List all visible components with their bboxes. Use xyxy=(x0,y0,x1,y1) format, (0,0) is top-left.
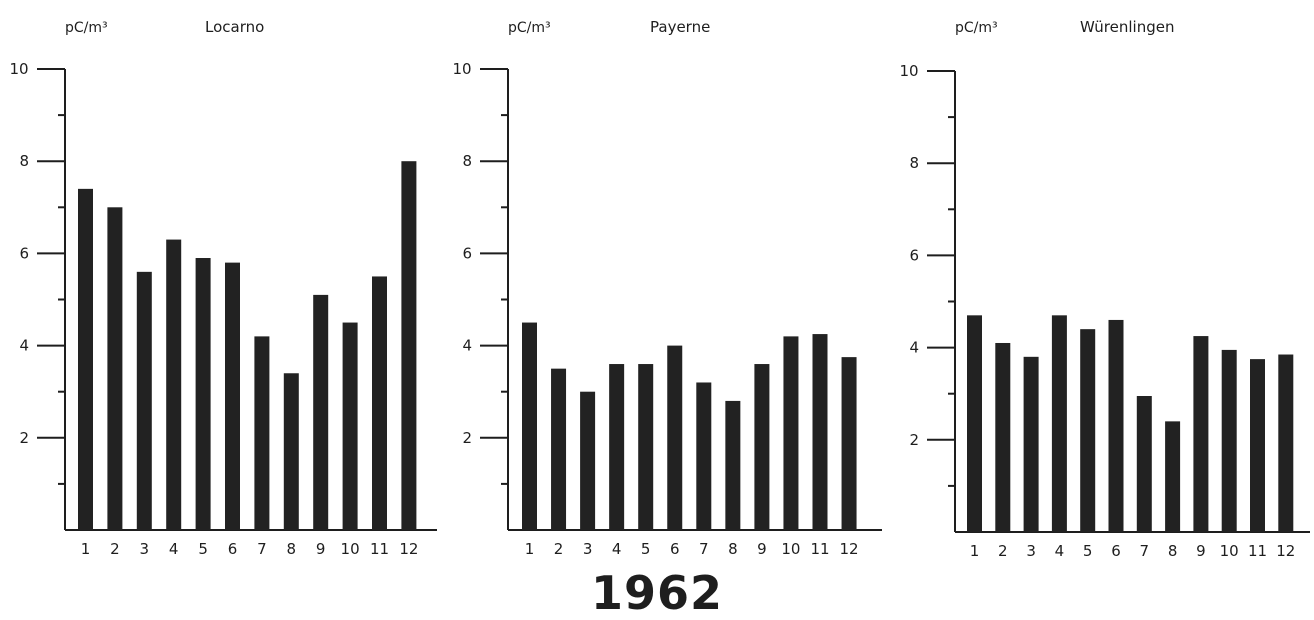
bar-7 xyxy=(254,336,270,530)
x-tick-label: 7 xyxy=(699,540,709,558)
y-tick-label: 4 xyxy=(462,337,472,355)
x-tick-label: 3 xyxy=(1026,542,1036,560)
x-tick-label: 8 xyxy=(728,540,738,558)
y-tick-label: 8 xyxy=(462,152,472,170)
bar-6 xyxy=(667,345,683,530)
x-tick-label: 5 xyxy=(641,540,651,558)
x-tick-label: 12 xyxy=(1276,542,1295,560)
bar-1 xyxy=(522,322,537,530)
bar-12 xyxy=(1278,354,1294,532)
x-tick-label: 2 xyxy=(998,542,1008,560)
unit-label: pC/m³ xyxy=(955,20,998,36)
x-tick-label: 12 xyxy=(840,540,859,558)
bar-3 xyxy=(580,391,596,530)
x-tick-label: 11 xyxy=(810,540,829,558)
x-tick-label: 9 xyxy=(757,540,767,558)
bar-12 xyxy=(401,161,417,530)
y-tick-label: 2 xyxy=(909,431,919,449)
y-tick-label: 6 xyxy=(19,244,29,262)
x-tick-label: 1 xyxy=(81,540,91,558)
x-tick-label: 4 xyxy=(1055,542,1065,560)
x-tick-label: 7 xyxy=(257,540,267,558)
y-tick-label: 4 xyxy=(909,339,919,357)
bar-2 xyxy=(107,207,123,531)
bar-8 xyxy=(725,400,741,530)
bar-5 xyxy=(1080,329,1096,532)
bar-9 xyxy=(313,294,329,530)
y-tick-label: 8 xyxy=(909,154,919,172)
bar-11 xyxy=(372,276,387,530)
x-tick-label: 8 xyxy=(287,540,297,558)
x-tick-label: 6 xyxy=(228,540,238,558)
y-tick-label: 8 xyxy=(19,152,29,170)
x-tick-label: 10 xyxy=(781,540,800,558)
x-tick-label: 7 xyxy=(1140,542,1150,560)
station-title: Locarno xyxy=(205,18,264,36)
bar-6 xyxy=(225,262,240,530)
y-tick-label: 10 xyxy=(9,60,28,78)
unit-label: pC/m³ xyxy=(65,20,108,36)
x-tick-label: 10 xyxy=(341,540,360,558)
x-tick-label: 6 xyxy=(670,540,680,558)
bar-10 xyxy=(342,322,358,530)
bar-10 xyxy=(1221,349,1237,532)
bar-5 xyxy=(195,258,211,530)
x-tick-label: 10 xyxy=(1220,542,1239,560)
bar-10 xyxy=(783,336,799,530)
x-tick-label: 12 xyxy=(399,540,418,558)
x-tick-label: 6 xyxy=(1111,542,1121,560)
x-tick-label: 2 xyxy=(110,540,120,558)
bar-4 xyxy=(1051,315,1067,532)
y-tick-label: 10 xyxy=(452,60,471,78)
bar-7 xyxy=(696,382,712,530)
bar-12 xyxy=(841,357,857,530)
x-tick-label: 11 xyxy=(370,540,389,558)
bar-6 xyxy=(1108,319,1124,532)
bar-4 xyxy=(609,364,625,530)
x-tick-label: 5 xyxy=(1083,542,1093,560)
y-tick-label: 6 xyxy=(462,244,472,262)
bar-2 xyxy=(995,342,1011,532)
bar-9 xyxy=(1193,336,1209,532)
station-title: Würenlingen xyxy=(1080,18,1174,36)
x-tick-label: 5 xyxy=(198,540,208,558)
bar-9 xyxy=(754,364,770,530)
x-tick-label: 9 xyxy=(1196,542,1206,560)
bar-4 xyxy=(166,239,182,530)
bar-3 xyxy=(1023,356,1039,532)
bar-11 xyxy=(1250,359,1265,532)
bar-11 xyxy=(812,334,828,530)
bar-1 xyxy=(967,315,982,532)
bar-8 xyxy=(283,373,299,530)
x-tick-label: 3 xyxy=(583,540,593,558)
x-tick-label: 1 xyxy=(525,540,535,558)
y-tick-label: 2 xyxy=(462,429,472,447)
x-tick-label: 8 xyxy=(1168,542,1178,560)
bar-2 xyxy=(551,368,567,530)
x-tick-label: 4 xyxy=(612,540,622,558)
x-tick-label: 9 xyxy=(316,540,326,558)
y-tick-label: 2 xyxy=(19,429,29,447)
unit-label: pC/m³ xyxy=(508,20,551,36)
bar-3 xyxy=(136,271,152,530)
x-tick-label: 4 xyxy=(169,540,179,558)
station-title: Payerne xyxy=(650,18,710,36)
x-tick-label: 2 xyxy=(554,540,564,558)
x-tick-label: 3 xyxy=(140,540,150,558)
y-tick-label: 6 xyxy=(909,246,919,264)
x-tick-label: 11 xyxy=(1248,542,1267,560)
bar-7 xyxy=(1136,396,1152,532)
y-tick-label: 4 xyxy=(19,337,29,355)
x-tick-label: 1 xyxy=(970,542,980,560)
year-caption: 1962 xyxy=(590,566,724,620)
bar-5 xyxy=(638,364,654,530)
bar-1 xyxy=(78,188,93,531)
y-tick-label: 10 xyxy=(899,62,918,80)
bar-8 xyxy=(1165,421,1181,532)
